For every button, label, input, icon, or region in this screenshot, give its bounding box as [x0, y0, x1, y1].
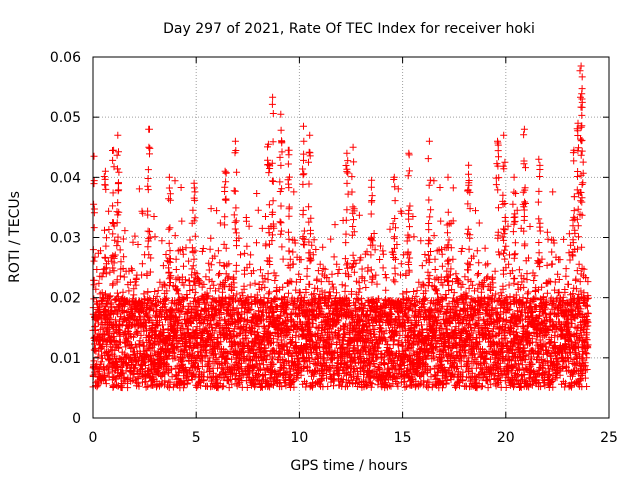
axis-ticks: 0 5 10 15 20 25 0 0.01 0.02 0.03 0.04 0.05 0.06 [50, 50, 618, 446]
y-tick-label: 0.05 [50, 110, 81, 126]
x-axis-label: GPS time / hours [290, 458, 407, 474]
x-tick-label: 0 [89, 430, 98, 446]
y-tick-label: 0.04 [50, 170, 81, 186]
y-tick-label: 0.03 [50, 231, 81, 247]
x-tick-label: 5 [192, 430, 201, 446]
y-axis-label: ROTI / TECUs [7, 191, 23, 283]
y-tick-label: 0.02 [50, 291, 81, 307]
y-tick-label: 0.06 [50, 50, 81, 66]
x-tick-label: 15 [394, 430, 412, 446]
chart-title: Day 297 of 2021, Rate Of TEC Index for r… [163, 21, 535, 37]
x-tick-label: 10 [290, 430, 308, 446]
y-tick-label: 0.01 [50, 351, 81, 367]
x-tick-label: 25 [600, 430, 618, 446]
y-tick-label: 0 [72, 411, 81, 427]
x-tick-label: 20 [497, 430, 515, 446]
